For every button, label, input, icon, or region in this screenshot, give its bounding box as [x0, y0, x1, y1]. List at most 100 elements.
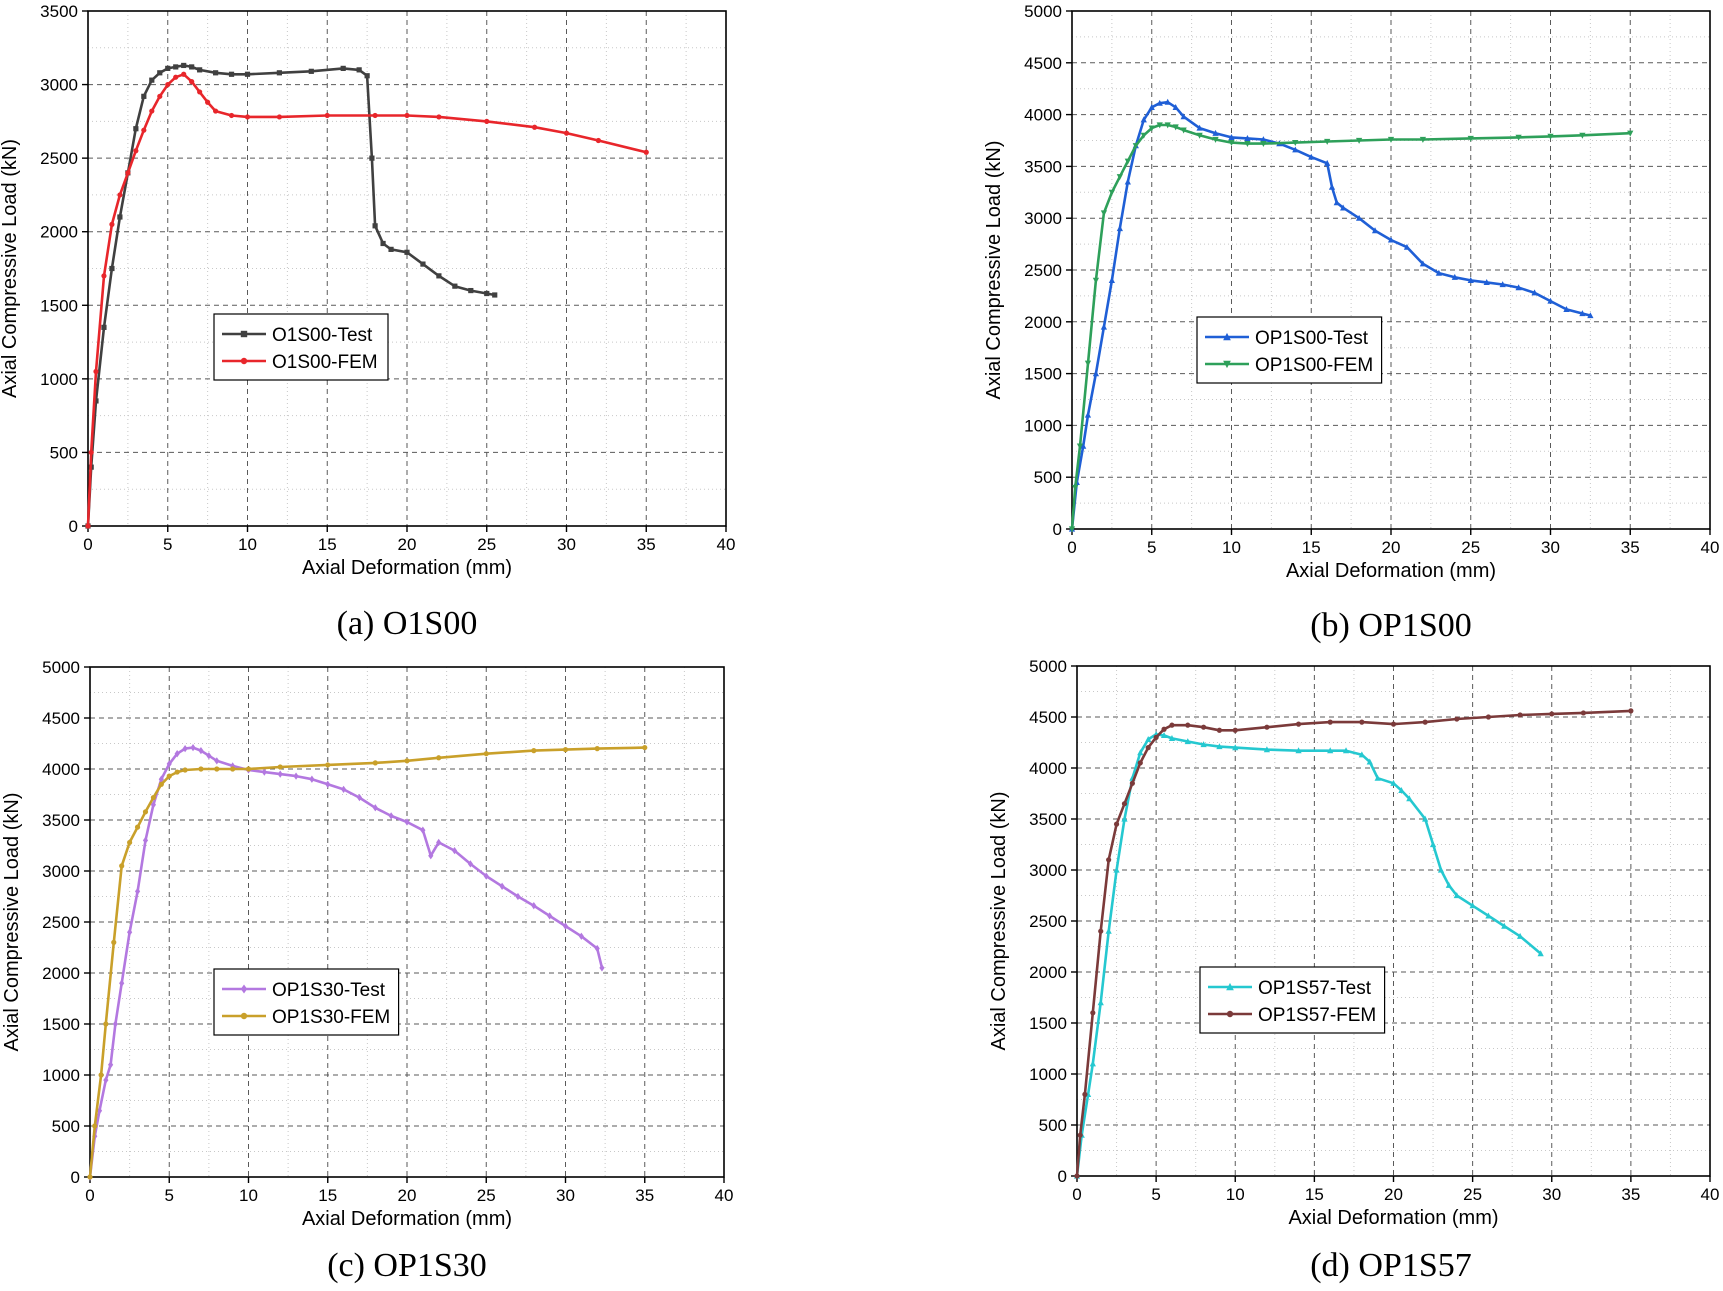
data-point [1419, 260, 1427, 267]
data-point [436, 273, 442, 279]
data-point [1184, 738, 1191, 745]
data-point [1531, 289, 1538, 296]
y-tick-label: 5000 [1024, 2, 1062, 21]
data-point [119, 863, 125, 869]
x-axis-label: Axial Deformation (mm) [302, 1208, 512, 1230]
y-tick-label: 2500 [42, 913, 80, 932]
data-point [1100, 323, 1108, 330]
data-point [532, 124, 538, 130]
legend: OP1S30-Test OP1S30-FEM [213, 968, 400, 1036]
y-tick-label: 5000 [42, 658, 80, 677]
data-point [1090, 1010, 1096, 1016]
y-tick-label: 3000 [1029, 861, 1067, 880]
y-tick-label: 2500 [1024, 261, 1062, 280]
data-point [1100, 210, 1108, 217]
data-point [150, 801, 156, 809]
data-point [1180, 127, 1187, 134]
data-point [1340, 204, 1347, 211]
data-point [112, 1020, 118, 1028]
data-point [1140, 132, 1147, 139]
y-tick-label: 3000 [40, 76, 78, 95]
y-tick-label: 4500 [42, 709, 80, 728]
data-point [165, 81, 171, 88]
x-axis-label: Axial Deformation (mm) [1288, 1207, 1498, 1229]
x-tick-label: 10 [1222, 538, 1241, 557]
data-point [166, 760, 172, 768]
data-point [1324, 159, 1331, 166]
x-tick-label: 25 [477, 535, 496, 554]
data-point [467, 860, 473, 868]
x-tick-label: 5 [1151, 1185, 1160, 1204]
series-line [1075, 732, 1542, 1177]
data-point [388, 812, 394, 820]
y-tick-label: 2500 [1029, 912, 1067, 931]
data-point [1068, 526, 1076, 533]
data-point [1116, 225, 1123, 232]
data-point [1517, 712, 1523, 718]
data-point [1113, 821, 1120, 827]
y-tick-label: 3500 [42, 811, 80, 830]
y-tick-label: 5000 [1029, 657, 1067, 676]
y-tick-label: 500 [1039, 1116, 1067, 1135]
legend-label: OP1S00-FEM [1255, 355, 1373, 376]
data-point [125, 170, 131, 176]
data-point [1172, 124, 1179, 131]
data-point [197, 67, 203, 73]
x-axis-label: Axial Deformation (mm) [302, 557, 512, 579]
data-point [228, 71, 235, 77]
data-point [182, 767, 188, 773]
data-point [1076, 443, 1084, 450]
data-point [388, 246, 394, 252]
data-point [1116, 174, 1123, 181]
data-point [1549, 711, 1555, 717]
data-point [1580, 710, 1586, 716]
data-point [1328, 183, 1336, 190]
data-point [117, 214, 123, 220]
data-point [1387, 236, 1395, 243]
chart-panel-4: 0 5 10 15 20 25 30 35 40 0 500 1000 1500 2000 2500 3000… [988, 657, 1719, 1284]
data-point [127, 928, 133, 936]
data-point [1422, 815, 1429, 822]
data-point [1161, 726, 1167, 732]
data-point [1156, 122, 1163, 129]
data-point [1501, 922, 1508, 929]
grid [1072, 11, 1710, 529]
y-tick-label: 500 [52, 1117, 80, 1136]
y-tick-label: 500 [50, 443, 78, 462]
y-tick-label: 2500 [40, 149, 78, 168]
y-tick-label: 1500 [1024, 365, 1062, 384]
data-point [1260, 141, 1267, 147]
legend-label: OP1S30-FEM [272, 1007, 390, 1028]
y-tick-label: 0 [1058, 1167, 1067, 1186]
data-point [1295, 747, 1302, 754]
data-point [1627, 130, 1634, 137]
data-point [340, 65, 346, 71]
series-OP1S30-FEM [87, 744, 648, 1180]
data-point [228, 112, 235, 119]
data-point [206, 752, 212, 760]
x-tick-label: 20 [1382, 538, 1401, 557]
data-point [133, 126, 139, 132]
x-tick-label: 25 [1463, 1185, 1482, 1204]
data-point [484, 118, 490, 124]
grid [88, 11, 726, 526]
data-point [1148, 125, 1155, 132]
data-point [127, 839, 133, 846]
x-tick-label: 40 [717, 535, 736, 554]
y-tick-label: 0 [69, 517, 78, 536]
x-tick-label: 35 [1621, 1185, 1640, 1204]
data-point [1129, 780, 1135, 786]
data-point [198, 766, 204, 772]
data-point [1587, 312, 1594, 319]
plot-frame [87, 10, 727, 527]
data-point [1098, 928, 1104, 934]
y-tick-label: 1000 [1024, 416, 1062, 435]
data-point [213, 108, 219, 114]
data-point [404, 112, 410, 119]
data-point [1355, 137, 1363, 144]
data-point [341, 785, 347, 794]
data-point [1156, 99, 1163, 106]
data-point [181, 71, 187, 77]
series-OP1S30-Test [87, 743, 605, 1181]
legend-marker [1226, 1010, 1234, 1018]
